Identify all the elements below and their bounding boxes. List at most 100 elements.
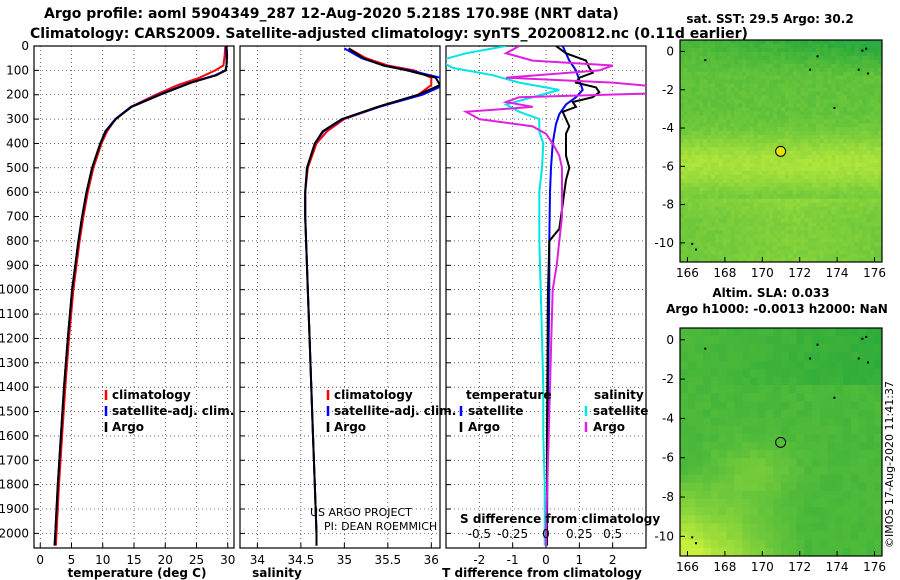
island-marker (865, 335, 868, 338)
x-tick-label: 166 (676, 560, 699, 574)
x-tick-label: 15 (126, 553, 141, 567)
panel-difference: -2 -1 0 1 2T difference from climatology (442, 45, 647, 580)
panel-temperature: 0 5 10 15 20 25 300100200300400500600700800900… (0, 39, 235, 580)
map-sst_map: 166 168 170 172 174 176 0 -2 -4 -6 -8 -10 (654, 39, 886, 280)
x-tick-label: 5 (68, 553, 76, 567)
secondary-tick-label: -0.25 (497, 527, 528, 541)
panel-frame (33, 45, 235, 549)
legend-label: satellite (468, 404, 523, 418)
x-tick-label: 174 (826, 560, 849, 574)
y-tick-label: 1600 (0, 429, 29, 443)
y-tick-label: 200 (6, 88, 29, 102)
x-tick-label: 34.5 (288, 553, 315, 567)
secondary-tick-label: 0 (542, 527, 550, 541)
y-tick-label: 1100 (0, 307, 29, 321)
y-tick-label: -2 (662, 372, 674, 386)
x-tick-label: 172 (788, 266, 811, 280)
island-marker (867, 361, 869, 364)
x-tick-label: 10 (95, 553, 110, 567)
x-tick-label: 176 (863, 560, 886, 574)
y-tick-label: 900 (6, 258, 29, 272)
y-tick-label: 800 (6, 234, 29, 248)
panel-frame (239, 45, 441, 549)
secondary-tick-label: 0.5 (603, 527, 622, 541)
series-line-climatology (54, 46, 227, 546)
y-tick-label: -8 (662, 490, 674, 504)
y-tick-label: -10 (654, 236, 674, 250)
sst-map-title: sat. SST: 29.5 Argo: 30.2 (686, 12, 853, 26)
credit-line1: US ARGO PROJECT (310, 506, 412, 519)
argo-location-marker (775, 145, 787, 157)
island-marker (809, 68, 812, 71)
x-tick-label: 168 (713, 560, 736, 574)
island-marker (865, 47, 868, 50)
x-tick-label: 30 (220, 553, 235, 567)
y-tick-label: 0 (666, 44, 674, 58)
island-marker (691, 242, 694, 245)
legend-label: satellite-adj. clim. (334, 404, 456, 418)
y-tick-label: 400 (6, 136, 29, 150)
y-tick-label: -6 (662, 451, 674, 465)
map-field (680, 328, 882, 556)
island-marker (809, 357, 812, 360)
figure-title-line1: Argo profile: aoml 5904349_287 12-Aug-20… (44, 6, 619, 22)
legend-label: satellite (593, 404, 648, 418)
y-tick-label: 600 (6, 185, 29, 199)
x-tick-label: 20 (158, 553, 173, 567)
island-marker (867, 72, 869, 75)
y-tick-label: 1700 (0, 453, 29, 467)
y-tick-label: 1800 (0, 478, 29, 492)
timestamp-label: ©IMOS 17-Aug-2020 11:41:37 (883, 381, 896, 548)
x-tick-label: 0 (542, 553, 550, 567)
credit-line2: PI: DEAN ROEMMICH (324, 520, 437, 533)
island-marker (861, 337, 864, 340)
map-sla_map: 166 168 170 172 174 176 0 -2 -4 -6 -8 -10 (654, 327, 886, 574)
x-axis-label: temperature (deg C) (68, 566, 207, 580)
island-marker (816, 343, 819, 346)
y-tick-label: 500 (6, 161, 29, 175)
series-group (446, 46, 646, 546)
x-tick-label: 170 (751, 560, 774, 574)
island-marker (704, 347, 707, 350)
x-tick-label: 166 (676, 266, 699, 280)
y-tick-label: 300 (6, 112, 29, 126)
series-line-s-satellite (446, 46, 560, 546)
legend-label: climatology (334, 388, 413, 402)
x-tick-label: -2 (473, 553, 485, 567)
map-frame (679, 39, 883, 263)
y-tick-label: 1500 (0, 405, 29, 419)
x-tick-label: -1 (507, 553, 519, 567)
x-axis-label: T difference from climatology (442, 566, 642, 580)
island-marker (857, 68, 860, 71)
x-tick-label: 176 (863, 266, 886, 280)
series-group (304, 47, 440, 546)
x-tick-label: 2 (609, 553, 617, 567)
island-marker (857, 357, 860, 360)
y-tick-label: 1400 (0, 380, 29, 394)
y-tick-label: 1200 (0, 331, 29, 345)
y-tick-label: -4 (662, 121, 674, 135)
legend-label: satellite-adj. clim. (112, 404, 234, 418)
legend-label: climatology (112, 388, 191, 402)
map-field (680, 40, 882, 262)
panel-salinity: 34 34.5 35 35.5 36 salinity (239, 45, 441, 580)
secondary-axis-label: S difference from climatology (460, 512, 660, 526)
x-tick-label: 170 (751, 266, 774, 280)
legend-title-salinity: salinity (594, 388, 644, 402)
y-tick-label: -2 (662, 83, 674, 97)
x-tick-label: 172 (788, 560, 811, 574)
series-line-s-argo (462, 46, 646, 546)
x-tick-label: 36 (424, 553, 439, 567)
series-line-argo (304, 47, 440, 546)
legend-title-temperature: temperature (466, 388, 551, 402)
x-tick-label: 1 (576, 553, 584, 567)
y-tick-label: 1300 (0, 356, 29, 370)
secondary-tick-label: -0.5 (468, 527, 491, 541)
island-marker (833, 396, 836, 399)
legend-label: Argo (593, 420, 625, 434)
y-tick-label: -8 (662, 198, 674, 212)
secondary-tick-label: 0.25 (566, 527, 593, 541)
x-tick-label: 35.5 (374, 553, 401, 567)
